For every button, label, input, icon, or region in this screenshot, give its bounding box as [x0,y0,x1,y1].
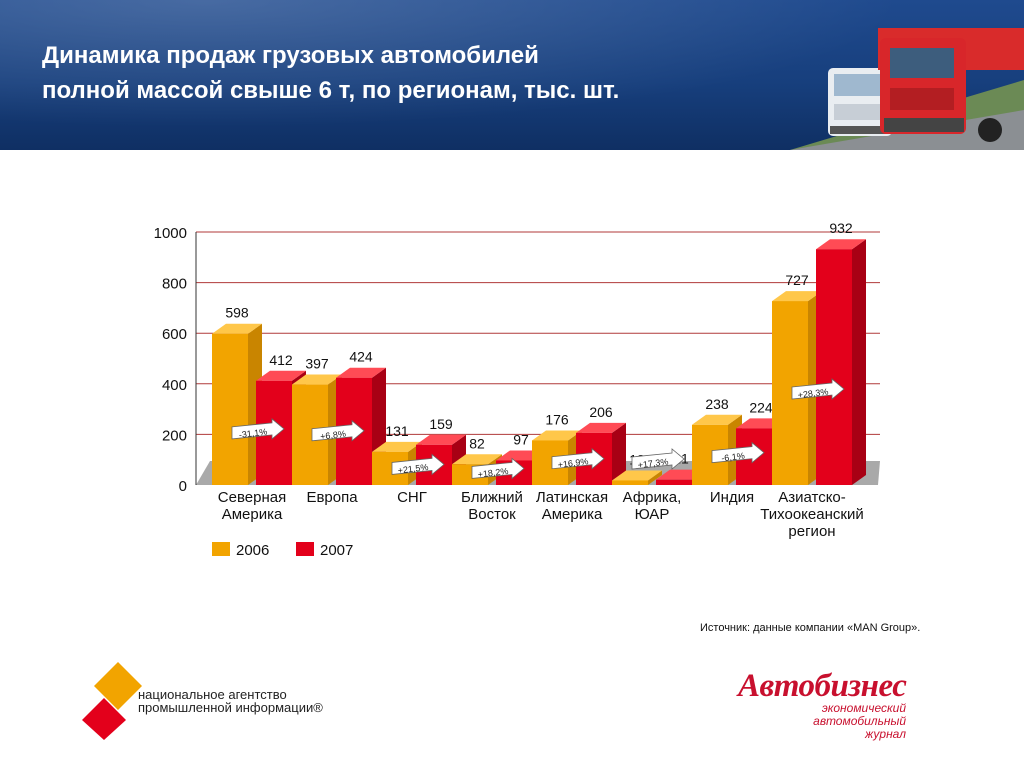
source-note: Источник: данные компании «MAN Group». [700,622,921,634]
legend-swatch-2007 [296,542,314,556]
data-label: 424 [349,349,373,365]
change-percent-label: +28,3% [797,387,829,401]
bar-side [612,422,626,485]
change-percent-label: +16,9% [557,456,589,470]
change-arrow [791,378,845,400]
x-category-label: Азиатско- [778,489,846,506]
data-label: 397 [305,356,329,372]
bar-top [692,414,742,425]
data-label: 97 [513,431,529,447]
nap-line-2: промышленной информации [138,700,314,715]
header-banner: Динамика продаж грузовых автомобилей пол… [0,0,1024,150]
legend-label: 2007 [320,542,353,559]
bar-side [852,239,866,485]
x-category-label: Америка [222,506,283,523]
title-line-1: Динамика продаж грузовых автомобилей [42,42,539,69]
bar-2007 [656,479,692,485]
bar-top [532,430,582,441]
x-category-label: СНГ [397,489,427,506]
bar-top [816,239,866,250]
data-label: 238 [705,396,729,412]
x-category-label: Тихоокеанский [760,506,863,523]
x-category-label: Африка, [623,489,682,506]
bar-chart: 02004006008001000598412-31,1%СевернаяАме… [154,220,880,559]
bar-top [772,291,822,302]
change-percent-label: +18,2% [477,466,509,480]
bar-top [416,434,466,445]
y-tick-label: 800 [162,276,187,293]
change-percent-label: +6,8% [320,429,347,442]
bar-2007 [816,249,852,485]
data-label: 932 [829,220,853,236]
autobiz-subtitle: экономический автомобильный журнал [760,702,906,741]
x-category-label: Америка [542,506,603,523]
x-category-label: Восток [468,506,516,523]
bar-top [372,441,422,452]
trucks-illustration [790,28,1024,150]
data-label: 206 [589,404,613,420]
change-percent-label: +17,3% [637,457,669,471]
change-percent-label: -6,1% [721,451,746,464]
y-tick-label: 0 [179,478,187,495]
data-label: 176 [545,411,569,427]
bar-2006 [212,333,248,485]
x-category-label: Ближний [461,489,523,506]
x-category-label: ЮАР [635,506,670,523]
white-truck-graphic [828,68,892,136]
x-category-label: регион [788,523,835,540]
bar-top [212,323,262,334]
x-category-label: Европа [306,489,358,506]
x-category-label: Индия [710,489,754,506]
y-tick-label: 400 [162,377,187,394]
autobiz-sub-2: автомобильный [813,714,906,728]
change-arrow [391,453,445,476]
x-category-label: Северная [218,489,286,506]
change-percent-label: +21,5% [397,462,429,476]
autobiz-logo: Автобизнес [738,668,907,704]
registered-mark: ® [313,700,323,715]
data-label: 412 [269,352,293,368]
data-label: 131 [385,423,409,439]
data-label: 82 [469,435,485,451]
change-arrow [631,448,685,470]
change-percent-label: -31,1% [238,427,268,440]
nap-logo-icon [82,662,142,740]
y-tick-label: 600 [162,326,187,343]
bar-side [648,470,662,485]
title-line-2: полной массой свыше 6 т, по регионам, ты… [42,77,620,104]
page-title: Динамика продаж грузовых автомобилей пол… [42,38,762,108]
data-label: 598 [225,305,249,321]
change-arrow [231,418,285,440]
y-tick-label: 1000 [154,225,187,242]
bar-top [576,422,626,433]
bar-top [336,367,386,378]
data-label: 727 [785,272,809,288]
legend-label: 2006 [236,542,269,559]
nap-line-1: национальное агентство [138,687,287,702]
data-label: 224 [749,399,773,415]
change-arrow [311,419,365,442]
data-label: 159 [429,416,453,432]
nap-logo-text: национальное агентство промышленной инфо… [138,688,323,714]
bar-top [292,374,342,385]
bar-top [452,454,502,465]
autobiz-sub-3: журнал [865,727,906,741]
y-tick-label: 200 [162,427,187,444]
change-arrow [711,441,765,464]
bar-top [256,370,306,381]
bar-2006 [612,480,648,485]
change-arrow [551,447,605,470]
legend-swatch-2006 [212,542,230,556]
autobiz-sub-1: экономический [821,701,906,715]
bar-top [612,470,662,481]
x-category-label: Латинская [536,489,608,506]
change-arrow [471,457,525,480]
red-truck-graphic [878,28,1024,142]
